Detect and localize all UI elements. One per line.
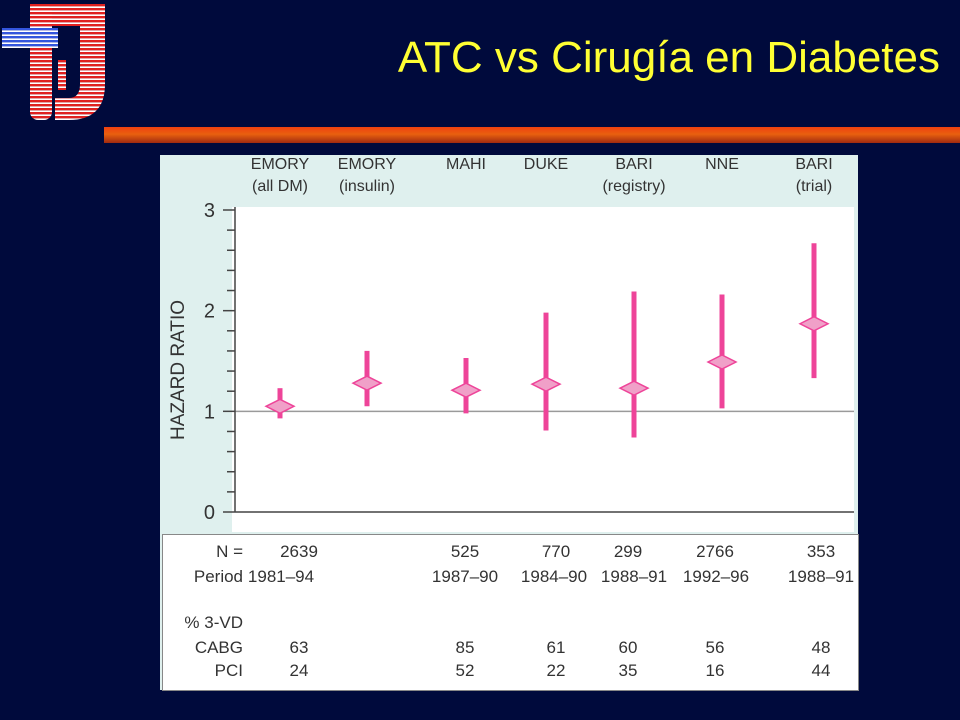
hazard-ratio-point [450, 382, 482, 399]
table-cell-cabg: 56 [706, 638, 725, 657]
y-tick-label: 0 [204, 502, 215, 524]
study-subgroup-label: (trial) [796, 178, 832, 195]
table-cell-period: 1992–96 [683, 567, 749, 586]
table-row-label-cabg: CABG [195, 638, 243, 657]
y-tick-label: 2 [204, 301, 215, 323]
study-name-label: MAHI [446, 156, 486, 173]
table-cell-n: 353 [807, 542, 835, 561]
table-cell-n: 299 [614, 542, 642, 561]
hazard-ratio-point [618, 380, 650, 397]
slide-title: ATC vs Cirugía en Diabetes [397, 33, 940, 82]
table-cell-cabg: 60 [619, 638, 638, 657]
table-cell-pci: 35 [619, 661, 638, 680]
table-cell-pci: 52 [456, 661, 475, 680]
table-cell-period: 1988–91 [788, 567, 854, 586]
study-subgroup-label: (insulin) [339, 178, 395, 195]
table-cell-cabg: 63 [290, 638, 309, 657]
table-row-label-n: N = [216, 542, 243, 561]
table-cell-n: 770 [542, 542, 570, 561]
study-subgroup-label: (registry) [602, 178, 665, 195]
institution-logo-icon [2, 4, 105, 120]
study-name-label: DUKE [524, 156, 568, 173]
table-cell-cabg: 48 [812, 638, 831, 657]
study-name-label: EMORY [338, 156, 397, 173]
y-tick-label: 3 [204, 200, 215, 222]
study-name-label: EMORY [251, 156, 310, 173]
table-cell-period: 1984–90 [521, 567, 587, 586]
table-cell-pci: 24 [290, 661, 309, 680]
table-cell-pci: 16 [706, 661, 725, 680]
table-cell-pci: 44 [812, 661, 831, 680]
title-divider [104, 127, 960, 143]
hazard-ratio-point [264, 398, 296, 415]
table-cell-n: 525 [451, 542, 479, 561]
y-axis-label: HAZARD RATIO [168, 300, 189, 440]
study-data-table: N = Period% 3-VD CABG PCI 2639 1981–94 63 24 525… [162, 534, 859, 691]
table-cell-n: 2639 [280, 542, 318, 561]
table-cell-cabg: 61 [547, 638, 566, 657]
study-name-label: BARI [615, 156, 652, 173]
plot-area [232, 207, 854, 532]
table-cell-n: 2766 [696, 542, 734, 561]
table-row-label-vd: % 3-VD [184, 613, 243, 632]
table-cell-pci: 22 [547, 661, 566, 680]
study-name-label: BARI [795, 156, 832, 173]
table-cell-period: 1987–90 [432, 567, 498, 586]
hazard-ratio-point [351, 375, 383, 391]
study-name-label: NNE [705, 156, 739, 173]
table-row-label-period: Period [194, 567, 243, 586]
table-cell-period: 1981–94 [248, 567, 314, 586]
y-tick-label: 1 [204, 401, 215, 423]
table-cell-cabg: 85 [456, 638, 475, 657]
hazard-ratio-point [798, 315, 830, 332]
hazard-ratio-point [706, 354, 738, 370]
study-subgroup-label: (all DM) [252, 178, 308, 195]
table-cell-period: 1988–91 [601, 567, 667, 586]
hazard-ratio-point [530, 376, 562, 392]
table-row-label-pci: PCI [215, 661, 243, 680]
